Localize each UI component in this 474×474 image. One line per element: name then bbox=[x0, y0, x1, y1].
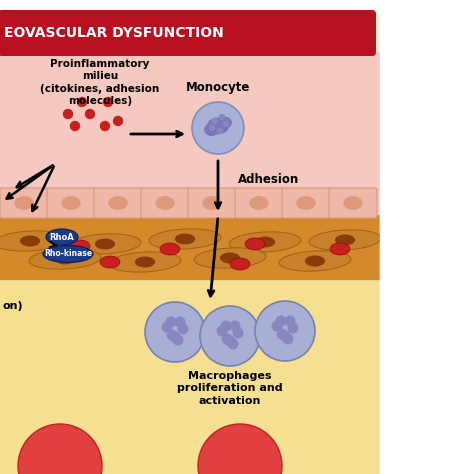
Ellipse shape bbox=[70, 240, 90, 252]
Text: Macrophages
proliferation and
activation: Macrophages proliferation and activation bbox=[177, 371, 283, 406]
Ellipse shape bbox=[55, 254, 75, 264]
Bar bbox=[380, 0, 474, 474]
FancyBboxPatch shape bbox=[0, 10, 376, 56]
Bar bbox=[0, 52, 380, 214]
Ellipse shape bbox=[218, 117, 232, 129]
Circle shape bbox=[198, 424, 282, 474]
Circle shape bbox=[221, 334, 233, 345]
Circle shape bbox=[233, 328, 244, 338]
Ellipse shape bbox=[204, 124, 218, 136]
Bar bbox=[380, 15, 392, 474]
Circle shape bbox=[225, 336, 236, 346]
Circle shape bbox=[166, 329, 177, 340]
Ellipse shape bbox=[175, 234, 195, 245]
Ellipse shape bbox=[305, 255, 325, 266]
Circle shape bbox=[162, 321, 173, 332]
Circle shape bbox=[219, 115, 225, 119]
Ellipse shape bbox=[203, 197, 221, 210]
Circle shape bbox=[177, 323, 189, 335]
FancyBboxPatch shape bbox=[141, 188, 189, 218]
Ellipse shape bbox=[344, 197, 362, 210]
Circle shape bbox=[78, 98, 86, 107]
Text: Rho-kinase: Rho-kinase bbox=[44, 249, 92, 258]
Ellipse shape bbox=[297, 197, 315, 210]
Circle shape bbox=[220, 320, 231, 331]
Circle shape bbox=[170, 331, 181, 343]
Circle shape bbox=[280, 330, 291, 341]
Ellipse shape bbox=[69, 234, 141, 254]
Circle shape bbox=[103, 98, 112, 107]
Circle shape bbox=[276, 328, 288, 339]
Ellipse shape bbox=[207, 118, 229, 135]
Ellipse shape bbox=[62, 197, 80, 210]
Circle shape bbox=[173, 335, 183, 346]
Circle shape bbox=[275, 316, 286, 327]
FancyBboxPatch shape bbox=[94, 188, 142, 218]
Circle shape bbox=[224, 121, 228, 127]
Text: on): on) bbox=[3, 301, 24, 311]
Circle shape bbox=[85, 109, 94, 118]
FancyBboxPatch shape bbox=[282, 188, 330, 218]
Circle shape bbox=[174, 317, 185, 328]
Ellipse shape bbox=[194, 248, 266, 268]
Text: Monocyte: Monocyte bbox=[186, 81, 250, 94]
Ellipse shape bbox=[245, 238, 265, 250]
Circle shape bbox=[145, 302, 205, 362]
Circle shape bbox=[283, 334, 293, 345]
Circle shape bbox=[100, 121, 109, 130]
Circle shape bbox=[200, 306, 260, 366]
Circle shape bbox=[217, 326, 228, 337]
FancyBboxPatch shape bbox=[235, 188, 283, 218]
Circle shape bbox=[192, 102, 244, 154]
Ellipse shape bbox=[309, 230, 381, 250]
Ellipse shape bbox=[109, 197, 127, 210]
Ellipse shape bbox=[160, 243, 180, 255]
Circle shape bbox=[255, 301, 315, 361]
Ellipse shape bbox=[43, 246, 93, 263]
Ellipse shape bbox=[109, 252, 181, 272]
Circle shape bbox=[18, 424, 102, 474]
Ellipse shape bbox=[230, 258, 250, 270]
Ellipse shape bbox=[335, 235, 355, 246]
Circle shape bbox=[210, 126, 215, 130]
Bar bbox=[0, 15, 390, 474]
FancyBboxPatch shape bbox=[329, 188, 377, 218]
Ellipse shape bbox=[100, 256, 120, 268]
Ellipse shape bbox=[220, 253, 240, 264]
Text: Proinflammatory
milieu
(citokines, adhesion
molecules): Proinflammatory milieu (citokines, adhes… bbox=[40, 59, 160, 106]
FancyBboxPatch shape bbox=[0, 188, 48, 218]
Circle shape bbox=[113, 117, 122, 126]
Ellipse shape bbox=[255, 237, 275, 247]
Text: Adhesion: Adhesion bbox=[238, 173, 299, 185]
Ellipse shape bbox=[279, 251, 351, 271]
Circle shape bbox=[288, 322, 299, 334]
Text: EOVASCULAR DYSFUNCTION: EOVASCULAR DYSFUNCTION bbox=[4, 26, 224, 40]
Ellipse shape bbox=[156, 197, 174, 210]
Circle shape bbox=[272, 320, 283, 331]
Circle shape bbox=[165, 317, 176, 328]
Ellipse shape bbox=[149, 229, 221, 249]
Ellipse shape bbox=[15, 197, 33, 210]
Circle shape bbox=[212, 118, 218, 124]
Ellipse shape bbox=[135, 256, 155, 267]
Bar bbox=[0, 214, 380, 279]
Circle shape bbox=[218, 128, 222, 134]
Ellipse shape bbox=[250, 197, 268, 210]
Circle shape bbox=[71, 121, 80, 130]
Ellipse shape bbox=[29, 249, 101, 269]
Circle shape bbox=[229, 320, 240, 331]
Ellipse shape bbox=[95, 238, 115, 249]
Circle shape bbox=[64, 109, 73, 118]
FancyBboxPatch shape bbox=[47, 188, 95, 218]
Bar bbox=[0, 279, 380, 474]
Circle shape bbox=[228, 338, 238, 349]
Ellipse shape bbox=[46, 229, 78, 245]
Text: RhoA: RhoA bbox=[50, 233, 74, 241]
Ellipse shape bbox=[0, 231, 66, 251]
Ellipse shape bbox=[229, 232, 301, 252]
Circle shape bbox=[284, 316, 295, 327]
Ellipse shape bbox=[330, 243, 350, 255]
Ellipse shape bbox=[20, 236, 40, 246]
FancyBboxPatch shape bbox=[188, 188, 236, 218]
